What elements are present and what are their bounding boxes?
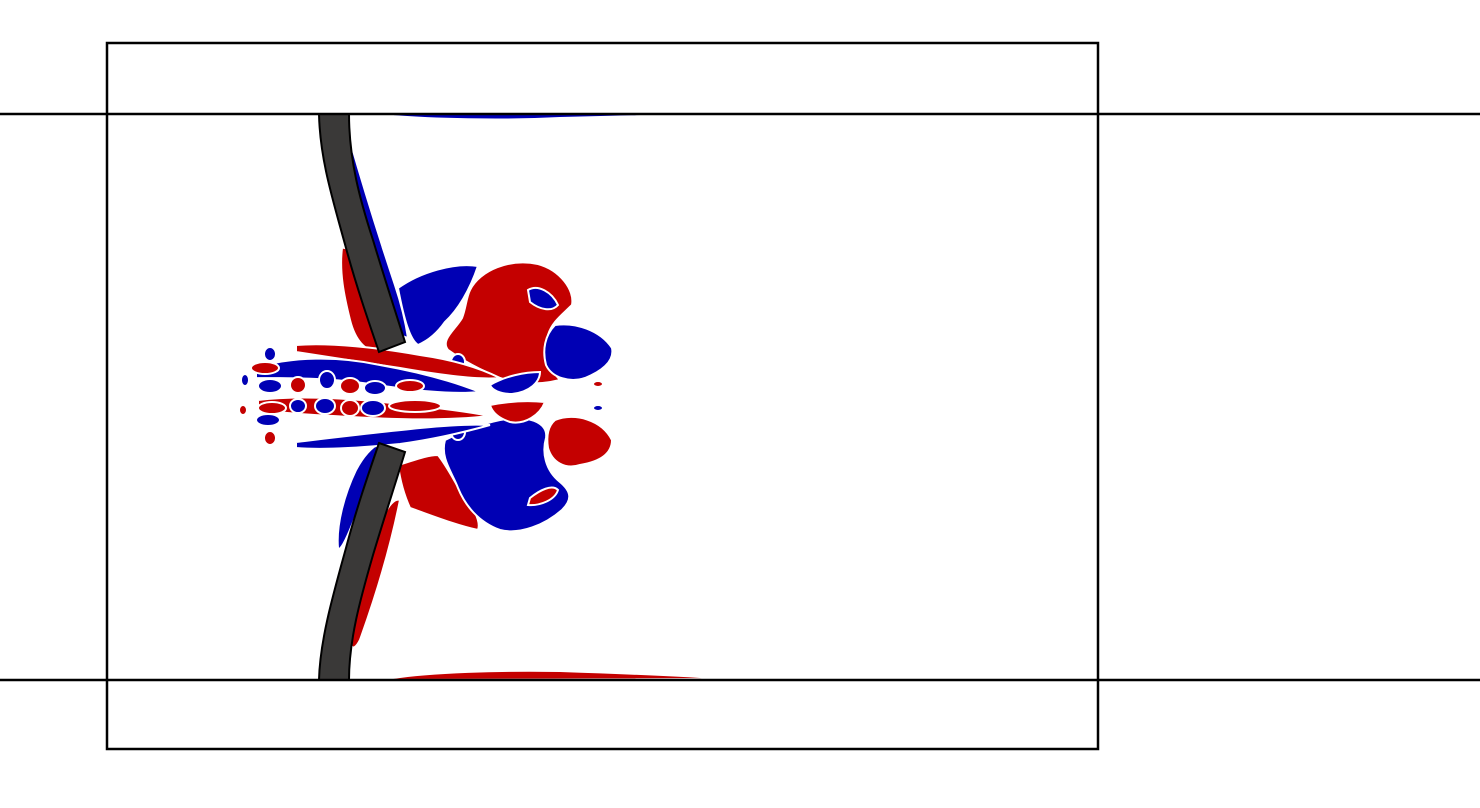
jet-blob: [363, 380, 387, 396]
jet-blob: [240, 373, 250, 387]
jet-blob: [263, 346, 277, 362]
jet-blob: [388, 399, 442, 413]
jet-blob: [255, 413, 281, 427]
jet-blob: [257, 378, 283, 394]
jet-blob: [238, 404, 248, 416]
jet-red-tip-lower: [488, 400, 547, 424]
jet-blob: [289, 376, 307, 394]
lower-vortex-red-outer: [396, 453, 480, 532]
jet-blob: [360, 399, 386, 417]
domain-box: [105, 41, 1100, 751]
jet-blob: [395, 379, 425, 393]
jet-blue-tip-upper: [488, 370, 542, 396]
jet-blob: [263, 430, 277, 446]
upper-leaflet: [317, 113, 407, 354]
upper-vortex-blue-outer: [396, 264, 480, 347]
jet-blob: [339, 377, 361, 395]
upper-vortex-blue-secondary: [543, 323, 614, 381]
jet-blob: [314, 397, 336, 415]
bottom-wall-boundary-layer: [392, 669, 731, 682]
jet-blob: [340, 399, 360, 417]
lower-vortex-red-small: [526, 486, 560, 507]
jet-blob: [289, 398, 307, 414]
jet-blob: [318, 370, 336, 390]
jet-blob: [592, 404, 604, 412]
jet-blob: [257, 401, 287, 415]
upper-vortex-blue-small: [526, 286, 560, 311]
jet-blue-streak-lower: [295, 423, 491, 450]
jet-turbulent-blobs: [238, 346, 604, 446]
jet-blob: [250, 361, 280, 375]
lower-vortex-red-secondary: [546, 415, 614, 468]
jet-blob: [592, 380, 604, 388]
